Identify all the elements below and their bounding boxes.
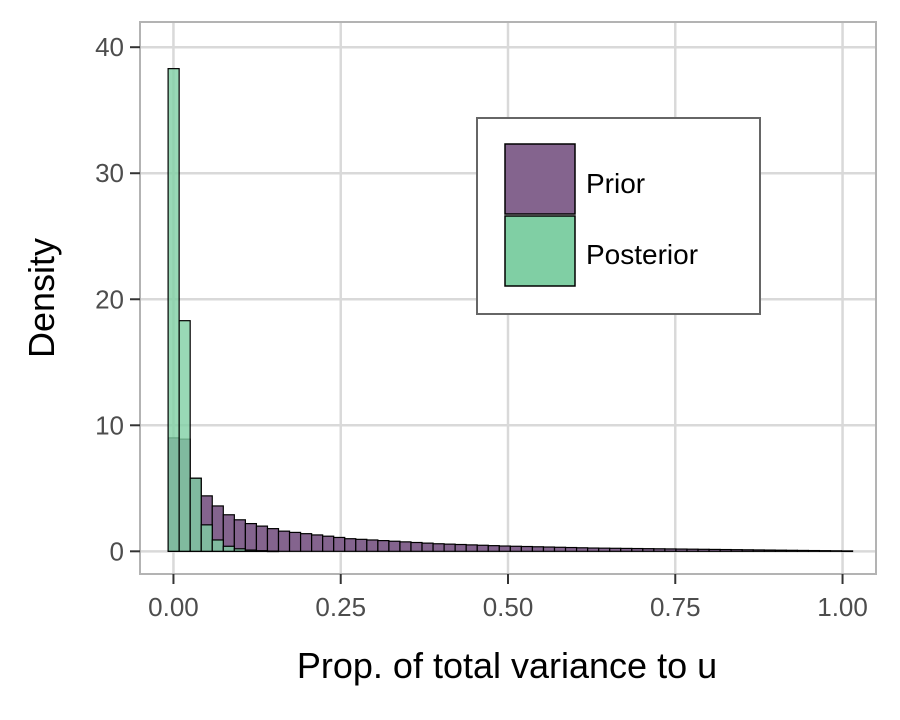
- prior-bar-56: [785, 549, 798, 552]
- legend-key-posterior: [504, 215, 576, 287]
- prior-bar-50: [719, 548, 732, 552]
- prior-bar-35: [553, 546, 567, 552]
- prior-bar-27: [465, 544, 478, 552]
- prior-bar-10: [277, 530, 291, 552]
- prior-bar-12: [299, 533, 313, 552]
- prior-bar-24: [432, 543, 445, 552]
- y-tick-label-2: 20: [95, 284, 124, 314]
- prior-bar-45: [664, 548, 677, 552]
- prior-bar-59: [818, 550, 832, 552]
- prior-bar-48: [697, 548, 710, 552]
- prior-bar-19: [377, 540, 390, 552]
- legend: Prior Posterior: [476, 117, 761, 315]
- prior-bar-15: [333, 536, 346, 552]
- prior-bar-8: [255, 525, 269, 552]
- x-axis: 0.00 0.25 0.50 0.75 1.00: [148, 574, 868, 622]
- prior-bar-32: [520, 545, 534, 552]
- posterior-bar-3: [200, 524, 213, 552]
- prior-bar-30: [498, 545, 511, 552]
- posterior-bars: [167, 68, 280, 553]
- y-tick-label-1: 10: [95, 410, 124, 440]
- prior-bar-7: [244, 522, 258, 552]
- prior-bar-37: [575, 547, 589, 552]
- prior-bar-31: [509, 545, 522, 552]
- x-tick-label-3: 0.75: [650, 592, 701, 622]
- prior-bar-42: [631, 547, 644, 552]
- x-tick-label-1: 0.25: [315, 592, 366, 622]
- prior-bar-16: [344, 538, 357, 552]
- prior-bar-11: [288, 531, 302, 552]
- posterior-bar-2: [189, 477, 202, 552]
- prior-bar-13: [311, 534, 324, 552]
- y-axis: 0 10 20 30 40: [95, 32, 140, 566]
- prior-bar-21: [399, 541, 412, 552]
- prior-bar-18: [366, 539, 379, 552]
- posterior-bar-4: [211, 539, 224, 552]
- posterior-bar-7: [244, 549, 258, 552]
- prior-bar-39: [598, 547, 611, 552]
- legend-label-posterior: Posterior: [586, 239, 698, 270]
- prior-bars: [167, 437, 854, 553]
- prior-bar-52: [741, 549, 754, 552]
- prior-bar-47: [686, 548, 699, 552]
- prior-bar-43: [642, 548, 655, 552]
- prior-bar-26: [454, 543, 467, 552]
- prior-bar-58: [807, 549, 821, 552]
- prior-bar-51: [730, 549, 743, 552]
- prior-bar-25: [443, 543, 456, 552]
- posterior-bar-6: [233, 548, 246, 552]
- prior-bar-23: [421, 542, 434, 552]
- prior-bar-57: [796, 549, 810, 552]
- prior-bar-53: [752, 549, 765, 552]
- prior-bar-46: [675, 548, 688, 552]
- prior-bar-9: [266, 528, 280, 552]
- prior-bar-60: [829, 550, 843, 552]
- posterior-bar-1: [178, 320, 191, 552]
- posterior-bar-5: [222, 545, 235, 552]
- y-tick-label-4: 40: [95, 32, 124, 62]
- y-axis-title: Density: [21, 238, 62, 358]
- posterior-bar-9: [266, 550, 280, 553]
- posterior-bar-8: [255, 550, 269, 552]
- prior-bar-55: [774, 549, 787, 552]
- y-tick-label-3: 30: [95, 158, 124, 188]
- prior-bar-40: [609, 547, 622, 552]
- prior-bar-61: [840, 550, 854, 553]
- y-tick-label-0: 0: [110, 536, 124, 566]
- legend-label-prior: Prior: [586, 168, 645, 199]
- prior-bar-54: [763, 549, 776, 552]
- prior-bar-44: [653, 548, 666, 552]
- x-tick-label-0: 0.00: [148, 592, 199, 622]
- prior-bar-41: [620, 547, 633, 552]
- prior-bar-14: [322, 535, 335, 552]
- prior-bar-6: [233, 519, 246, 552]
- prior-bar-28: [476, 544, 489, 552]
- prior-bar-49: [708, 548, 721, 552]
- prior-bar-38: [587, 547, 600, 552]
- x-tick-label-4: 1.00: [817, 592, 868, 622]
- prior-bar-17: [355, 538, 368, 552]
- prior-bar-36: [564, 546, 578, 552]
- posterior-bar-0: [167, 68, 180, 552]
- prior-bar-33: [531, 546, 545, 552]
- prior-bar-20: [388, 540, 401, 552]
- prior-bar-29: [487, 545, 500, 552]
- legend-key-prior: [504, 143, 576, 215]
- prior-bar-22: [410, 541, 423, 552]
- x-axis-title: Prop. of total variance to u: [297, 645, 717, 686]
- x-tick-label-2: 0.50: [483, 592, 534, 622]
- prior-bar-34: [542, 546, 556, 552]
